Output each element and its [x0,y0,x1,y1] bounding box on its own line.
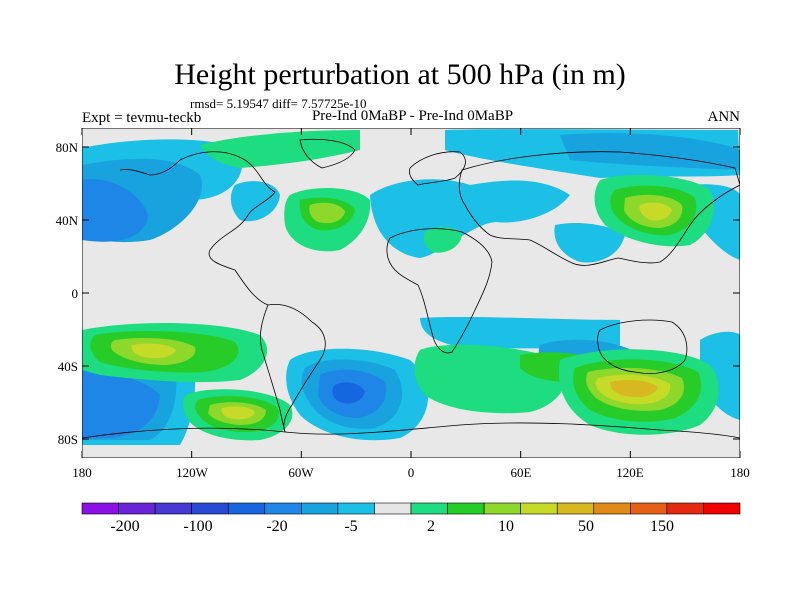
colorbar-box [191,502,229,515]
colorbar-box [666,502,704,515]
lon-label: 120W [176,465,209,480]
lat-label: 80N [56,140,79,155]
lat-label: 40N [56,213,79,228]
plot-title: Height perturbation at 500 hPa (in m) [174,58,626,91]
colorbar-box [118,502,156,515]
colorbar-label: -5 [344,518,357,535]
colorbar-box [337,502,375,515]
colorbar-box [154,502,192,515]
colorbar-box [703,502,741,515]
season-label: ANN [707,109,741,125]
axis-ticks [81,128,741,458]
latitude-labels: 80N 40N 0 40S 80S [56,140,79,447]
lon-label: 60E [511,465,532,480]
lon-label: 120E [616,465,644,480]
colorbar-box [264,502,302,515]
lat-label: 0 [72,286,79,301]
colorbar-label: 50 [578,518,594,535]
colorbar-box [301,502,339,515]
longitude-labels: 180 120W 60W 0 60E 120E 180 [72,465,750,480]
coastlines [82,138,740,439]
colorbar-label: -20 [266,518,287,535]
colorbar-label: -200 [110,518,139,535]
lon-label: 180 [730,465,750,480]
colorbar-box [593,502,631,515]
colorbar-box [630,502,668,515]
colorbar-box [483,502,521,515]
lon-label: 60W [288,465,314,480]
lon-label: 180 [72,465,92,480]
experiment-label: Expt = tevmu-teckb [82,110,202,126]
colorbar-box [410,502,448,515]
positive-anomaly-regions [82,130,719,441]
colorbar-label: 150 [650,518,674,535]
lon-label: 0 [408,465,415,480]
colorbar-labels: -200 -100 -20 -5 2 10 50 150 [110,518,674,535]
colorbar-box [520,502,558,515]
colorbar-box [556,502,595,515]
colorbar-label: -100 [183,518,212,535]
lat-label: 40S [58,359,78,374]
colorbar-label: 2 [427,518,435,535]
colorbar-box [447,502,485,515]
lat-label: 80S [58,432,78,447]
colorbar: -200 -100 -20 -5 2 10 50 150 [81,502,741,535]
colorbar-boxes [81,502,741,515]
comparison-label: Pre-Ind 0MaBP - Pre-Ind 0MaBP [311,108,514,124]
colorbar-box [374,502,412,515]
perturbation-map [82,128,740,458]
stats-line: rmsd= 5.19547 diff= 7.57725e-10 [190,96,367,111]
colorbar-box [81,502,119,515]
colorbar-box [227,502,266,515]
colorbar-label: 10 [498,518,514,535]
